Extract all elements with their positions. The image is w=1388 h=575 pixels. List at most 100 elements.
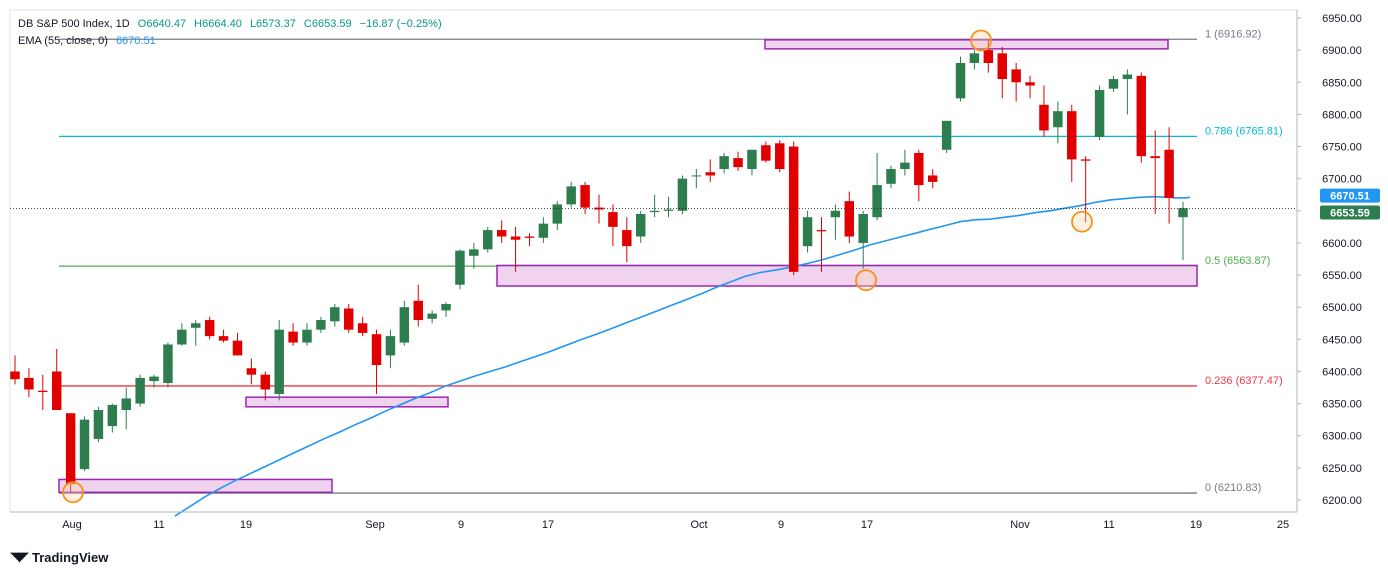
- candle-body: [649, 210, 660, 213]
- candle-body: [496, 230, 507, 237]
- candle-body: [677, 178, 688, 211]
- candle-body: [1094, 89, 1105, 137]
- candle-body: [10, 371, 20, 380]
- candle-body: [93, 410, 104, 439]
- candle-body: [1067, 111, 1077, 160]
- highlight-circles: [62, 29, 1093, 504]
- indicator-header[interactable]: EMA (55, close, 0) 6670.51: [18, 34, 161, 48]
- candle-body: [274, 329, 284, 394]
- candle-body: [1178, 208, 1188, 218]
- ema-badge-text: 6670.51: [1330, 191, 1370, 203]
- x-tick-label: 9: [778, 519, 784, 531]
- x-tick-label: 11: [1103, 519, 1114, 531]
- ema-label: EMA (55, close, 0): [18, 35, 108, 47]
- candle-body: [914, 152, 924, 186]
- candle-body: [983, 50, 994, 63]
- highlight-circle: [62, 481, 84, 504]
- candle-body: [761, 145, 771, 161]
- candle-body: [816, 230, 827, 232]
- change-value: −16.87 (−0.25%): [359, 18, 442, 30]
- candle-body: [969, 53, 980, 63]
- candle-body: [858, 214, 868, 243]
- candle-body: [455, 250, 465, 285]
- candle-body: [121, 398, 131, 411]
- ema-value: 6670.51: [115, 35, 156, 47]
- x-tick-label: 9: [458, 519, 464, 531]
- candle-body: [1025, 82, 1035, 86]
- last-price-badge: [1320, 205, 1380, 220]
- candle-body: [830, 210, 841, 218]
- candle-body: [330, 307, 340, 322]
- candle-body: [427, 313, 437, 319]
- y-tick-label: 6500.00: [1322, 302, 1362, 314]
- candle-body: [51, 371, 62, 411]
- zone-box: [764, 39, 1169, 50]
- y-tick-label: 6200.00: [1322, 495, 1362, 507]
- grid: [9, 9, 1298, 513]
- candle-body: [955, 62, 966, 99]
- candle-body: [538, 223, 549, 238]
- zone-box: [496, 264, 1198, 287]
- candle-body: [844, 201, 855, 237]
- highlight-circle: [1071, 210, 1093, 233]
- candle-body: [65, 413, 76, 484]
- candle-body: [524, 236, 535, 238]
- candle-body: [204, 320, 215, 337]
- zone-box: [58, 478, 333, 494]
- candle-body: [608, 212, 618, 227]
- candle-body: [1108, 79, 1119, 89]
- last-price-badge-text: 6653.59: [1330, 207, 1370, 219]
- candle-body: [246, 368, 257, 375]
- candle-body: [566, 186, 576, 205]
- candle-body: [510, 236, 521, 240]
- candle-body: [24, 377, 34, 390]
- time-axis[interactable]: Aug 11 19 Sep 9 17 Oct 9 17 Nov 11 19 25: [10, 511, 1297, 531]
- open-value: O6640.47: [137, 18, 187, 30]
- zone-box: [245, 396, 449, 408]
- y-tick-label: 6850.00: [1322, 77, 1362, 89]
- support-resistance-boxes: [58, 39, 1198, 494]
- candle-body: [232, 340, 243, 356]
- candle-body: [1039, 104, 1049, 131]
- candle-body: [441, 303, 451, 311]
- ema-line: [174, 195, 1191, 517]
- candle-body: [580, 185, 590, 208]
- price-badges: 6670.51 6653.59: [1320, 188, 1380, 220]
- candle-body: [371, 334, 382, 366]
- candle-body: [872, 185, 882, 218]
- fib-label: 1 (6916.92): [1205, 28, 1261, 40]
- x-tick-label: 11: [153, 519, 164, 531]
- candle-body: [302, 329, 312, 343]
- candle-body: [107, 404, 118, 427]
- candle-body: [1164, 149, 1174, 198]
- candle-body: [635, 214, 646, 237]
- y-tick-label: 6450.00: [1322, 334, 1362, 346]
- y-tick-label: 6700.00: [1322, 174, 1362, 186]
- candle-body: [663, 209, 674, 211]
- candle-body: [886, 169, 896, 184]
- x-tick-label: 25: [1277, 519, 1289, 531]
- candle-body: [79, 419, 90, 470]
- y-tick-label: 6400.00: [1322, 366, 1362, 378]
- chart-header: DB S&P 500 Index, 1D O6640.47 H6664.40 L…: [18, 17, 447, 31]
- y-tick-label: 6250.00: [1322, 463, 1362, 475]
- y-tick-label: 6350.00: [1322, 399, 1362, 411]
- candles: [10, 40, 1188, 493]
- candle-body: [163, 344, 173, 384]
- candle-body: [705, 172, 715, 176]
- plot-frame: [9, 9, 1298, 513]
- x-tick-label: Nov: [1010, 519, 1030, 531]
- candle-body: [316, 320, 326, 330]
- close-value: C6653.59: [303, 18, 352, 30]
- candle-body: [1122, 74, 1133, 80]
- candle-body: [927, 175, 938, 182]
- candle-body: [1011, 69, 1021, 83]
- x-tick-label: 19: [1190, 519, 1202, 531]
- price-axis[interactable]: 6950.00 6900.00 6850.00 6800.00 6750.00 6700.…: [1296, 10, 1362, 512]
- tradingview-logo[interactable]: ◥◤ TradingView: [10, 549, 108, 565]
- candle-body: [802, 217, 813, 247]
- candle-body: [399, 307, 410, 343]
- candle-body: [900, 162, 910, 170]
- candle-body: [135, 377, 145, 404]
